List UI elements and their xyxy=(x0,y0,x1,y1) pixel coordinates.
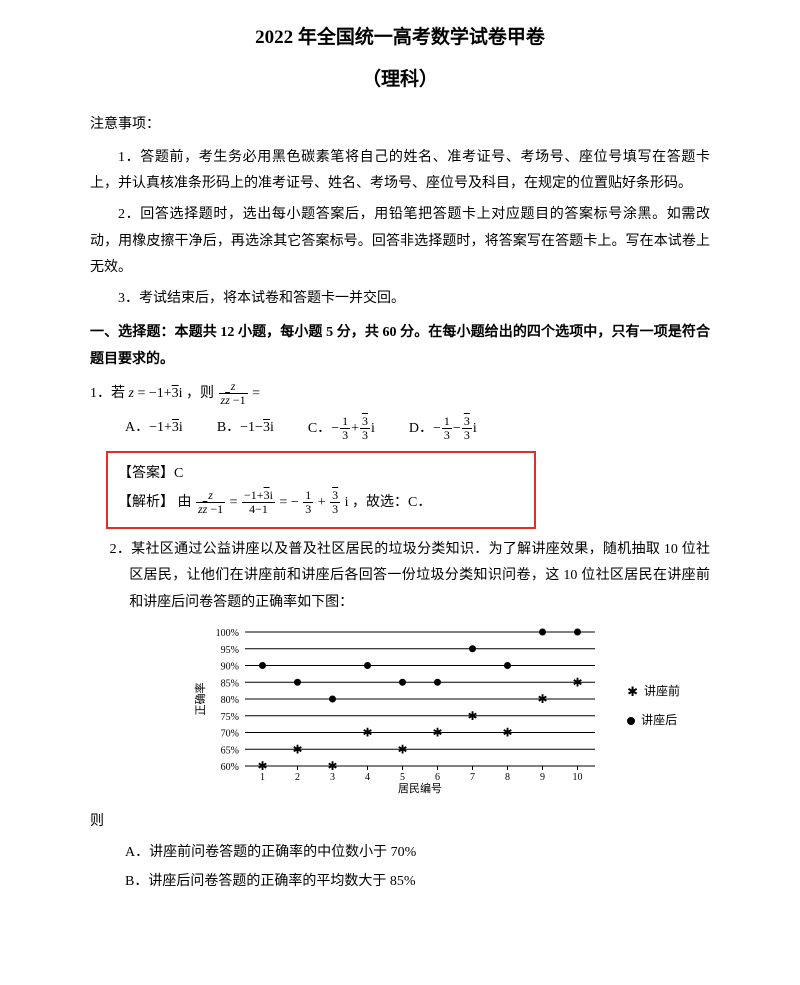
q1-option-b: B．−1−3i xyxy=(217,415,274,443)
svg-text:90%: 90% xyxy=(221,662,239,673)
notice-item-2: 2．回答选择题时，选出每小题答案后，用铅笔把答题卡上对应题目的答案标号涂黑。如需… xyxy=(90,202,710,282)
section-1-heading: 一、选择题：本题共 12 小题，每小题 5 分，共 60 分。在每小题给出的四个… xyxy=(90,320,710,373)
svg-text:100%: 100% xyxy=(216,628,239,639)
svg-text:6: 6 xyxy=(435,772,440,783)
exam-title-line2: （理科） xyxy=(90,62,710,98)
q1-option-c: C．−13+33i xyxy=(308,415,375,443)
q1-stem-prefix: 1．若 xyxy=(90,385,129,400)
notice-item-3: 3．考试结束后，将本试卷和答题卡一并交回。 xyxy=(90,286,710,313)
q1-answer: 【答案】C xyxy=(118,461,524,488)
svg-text:4: 4 xyxy=(365,772,370,783)
q1-options: A．−1+3i B．−1−3i C．−13+33i D．−13−33i xyxy=(90,415,710,443)
q1-fraction: z zz −1 xyxy=(219,380,248,407)
legend-after: 讲座后 xyxy=(627,709,680,732)
q2-option-b: B．讲座后问卷答题的正确率的平均数大于 85% xyxy=(90,869,710,896)
svg-text:✱: ✱ xyxy=(327,759,337,773)
exam-title-line1: 2022 年全国统一高考数学试卷甲卷 xyxy=(90,20,710,56)
q1-stem-suffix: = xyxy=(252,385,260,400)
svg-text:✱: ✱ xyxy=(537,692,547,706)
q2-then: 则 xyxy=(90,809,710,836)
svg-text:70%: 70% xyxy=(221,729,239,740)
svg-text:正确率: 正确率 xyxy=(193,683,207,716)
svg-text:10: 10 xyxy=(573,772,583,783)
svg-text:75%: 75% xyxy=(221,712,239,723)
svg-text:✱: ✱ xyxy=(397,743,407,757)
notice-heading: 注意事项： xyxy=(90,112,710,139)
legend-before: ✱讲座前 xyxy=(627,680,680,703)
q2-chart: 60% 65% 70% 75% 80% 85% 90% 95% 100% 1 2 3 4 5 6 7 8 9 10 居… xyxy=(90,624,710,805)
q1-answer-box: 【答案】C 【解析】 由 zzz −1 = −1+3i4−1 = − 13 + … xyxy=(106,451,536,529)
svg-text:居民编号: 居民编号 xyxy=(398,781,442,794)
svg-text:3: 3 xyxy=(330,772,335,783)
notice-item-1: 1．答题前，考生务必用黑色碳素笔将自己的姓名、准考证号、考场号、座位号填写在答题… xyxy=(90,145,710,198)
svg-text:✱: ✱ xyxy=(362,726,372,740)
svg-text:1: 1 xyxy=(260,772,265,783)
svg-text:2: 2 xyxy=(295,772,300,783)
q1-option-a: A．−1+3i xyxy=(125,415,183,443)
q1-option-d: D．−13−33i xyxy=(409,415,477,443)
chart-legend: ✱讲座前 讲座后 xyxy=(627,674,680,738)
q1-z-expression: z xyxy=(129,385,134,400)
svg-text:✱: ✱ xyxy=(432,726,442,740)
q1-z-expression-val: = −1+ xyxy=(137,385,171,400)
svg-text:60%: 60% xyxy=(221,762,239,773)
q2-option-a: A．讲座前问卷答题的正确率的中位数小于 70% xyxy=(90,840,710,867)
svg-text:85%: 85% xyxy=(221,679,239,690)
question-1: 1．若 z = −1+3i ，则 z zz −1 = xyxy=(90,380,710,408)
q1-stem-mid: ，则 xyxy=(186,385,218,400)
svg-text:9: 9 xyxy=(540,772,545,783)
svg-text:95%: 95% xyxy=(221,645,239,656)
svg-text:8: 8 xyxy=(505,772,510,783)
svg-text:7: 7 xyxy=(470,772,475,783)
q1-explanation: 【解析】 由 zzz −1 = −1+3i4−1 = − 13 + 33 i ，… xyxy=(118,489,524,517)
svg-text:80%: 80% xyxy=(221,695,239,706)
svg-text:✱: ✱ xyxy=(257,759,267,773)
question-2-stem: 2．某社区通过公益讲座以及普及社区居民的垃圾分类知识．为了解讲座效果，随机抽取 … xyxy=(110,537,710,617)
svg-text:65%: 65% xyxy=(221,746,239,757)
svg-text:✱: ✱ xyxy=(467,709,477,723)
svg-text:✱: ✱ xyxy=(292,743,302,757)
svg-text:5: 5 xyxy=(400,772,405,783)
svg-text:✱: ✱ xyxy=(572,676,582,690)
svg-text:✱: ✱ xyxy=(502,726,512,740)
